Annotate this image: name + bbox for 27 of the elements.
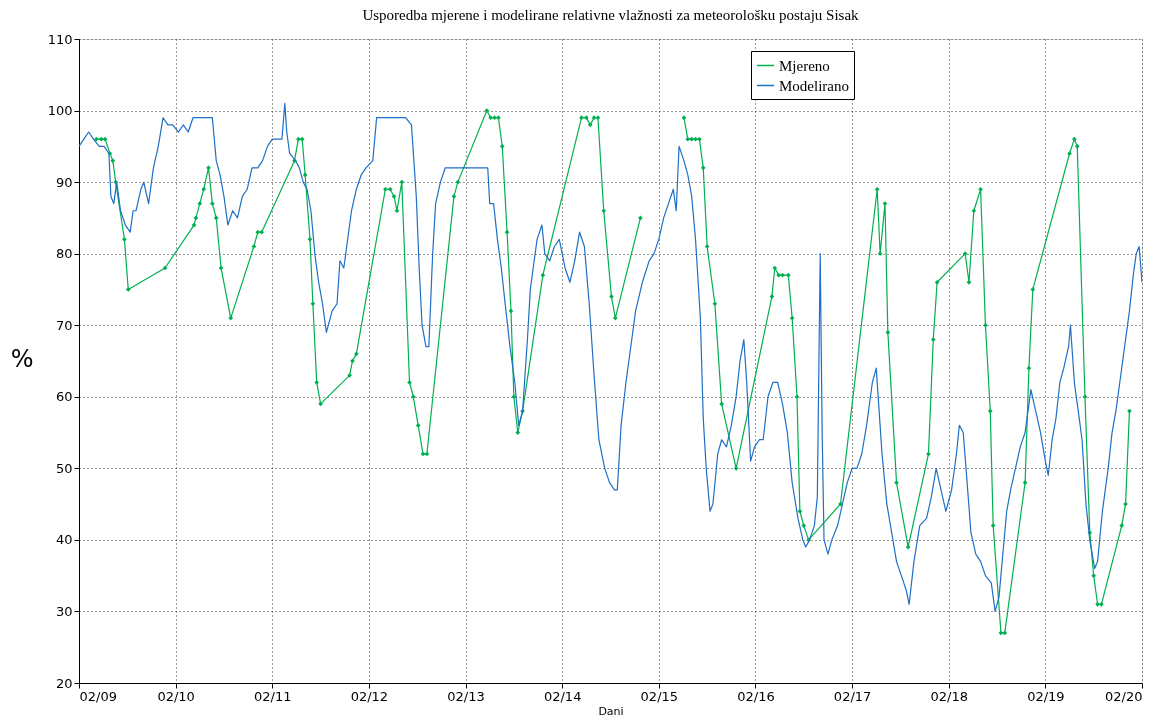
- y-tick-label: 60: [55, 389, 73, 405]
- x-axis-title: Dani: [598, 704, 624, 718]
- chart-title: Usporedba mjerene i modelirane relativne vlažnosti za meteorološku postaju Sisak: [362, 7, 860, 23]
- x-tick-label: 02/11: [254, 688, 292, 704]
- x-tick-label: 02/20: [1105, 688, 1143, 704]
- legend-label: Modelirano: [779, 77, 849, 94]
- y-tick-label: 80: [55, 246, 73, 262]
- x-tick-label: 02/16: [737, 688, 775, 704]
- x-tick-label: 02/13: [447, 688, 485, 704]
- y-tick-label: 40: [55, 532, 73, 548]
- x-tick-label: 02/10: [157, 688, 195, 704]
- y-tick-label: 110: [47, 31, 73, 47]
- y-tick-label: 100: [47, 103, 73, 119]
- y-tick-label: 90: [55, 174, 73, 190]
- legend-label: Mjereno: [779, 57, 830, 74]
- x-tick-label: 02/09: [79, 688, 117, 704]
- y-tick-label: 70: [55, 317, 73, 333]
- y-tick-label: 50: [55, 460, 73, 476]
- y-axis-title: %: [10, 344, 34, 373]
- x-tick-label: 02/18: [930, 688, 968, 704]
- x-tick-label: 02/14: [543, 688, 582, 704]
- y-tick-label: 20: [55, 675, 73, 691]
- x-tick-label: 02/12: [350, 688, 389, 704]
- x-tick-label: 02/17: [833, 688, 872, 704]
- x-tick-label: 02/19: [1027, 688, 1065, 704]
- x-tick-label: 02/15: [640, 688, 679, 704]
- y-tick-label: 30: [55, 603, 73, 619]
